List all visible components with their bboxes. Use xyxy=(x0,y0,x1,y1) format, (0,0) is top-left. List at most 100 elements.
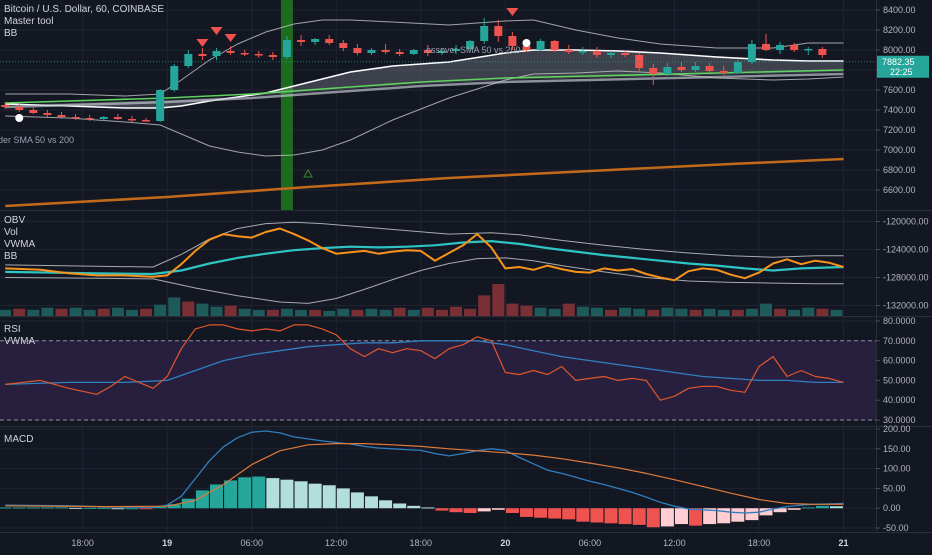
crossover-marker xyxy=(522,39,531,47)
macd-tick-label: 100.00 xyxy=(883,464,911,474)
macd-histogram-bar xyxy=(350,492,364,509)
volume-bar xyxy=(379,309,392,316)
sell-signal-marker xyxy=(224,34,237,42)
vol-label[interactable]: Vol xyxy=(4,227,18,238)
macd-histogram-bar xyxy=(238,477,252,509)
macd-histogram-bar xyxy=(646,508,660,528)
obv-tick-label: -124000.00 xyxy=(883,245,929,255)
obv-vwma-line xyxy=(5,240,844,276)
volume-bar xyxy=(393,307,406,316)
candle-body xyxy=(268,55,277,57)
volume-bar xyxy=(266,309,279,316)
volume-bar xyxy=(337,308,350,316)
candle-body xyxy=(85,118,94,120)
obv-bb-label[interactable]: BB xyxy=(4,251,18,262)
bb-lower-line xyxy=(5,70,844,157)
volume-bar xyxy=(520,305,533,316)
volume-bar xyxy=(605,309,618,316)
candle-body xyxy=(522,46,531,50)
macd-histogram-bar xyxy=(40,507,54,509)
volume-bar xyxy=(323,310,336,316)
volume-bar xyxy=(450,306,463,316)
macd-histogram-bar xyxy=(83,507,97,509)
volume-bar xyxy=(619,307,632,316)
candle-body xyxy=(649,68,658,74)
macd-histogram-bar xyxy=(55,507,69,509)
volume-bar xyxy=(506,303,519,316)
indicator-bb[interactable]: BB xyxy=(4,28,18,39)
volume-bar xyxy=(407,309,420,316)
macd-label[interactable]: MACD xyxy=(4,434,34,445)
candle-body xyxy=(409,50,418,54)
candle-body xyxy=(705,66,714,71)
volume-bar xyxy=(111,307,124,316)
macd-histogram-bar xyxy=(407,505,421,509)
candle-body xyxy=(212,51,221,56)
macd-histogram-bar xyxy=(308,483,322,509)
candle-body xyxy=(113,117,122,119)
rsi-vwma-label[interactable]: VWMA xyxy=(4,336,36,347)
macd-histogram-bar xyxy=(618,508,632,525)
macd-histogram-bar xyxy=(421,507,435,509)
candle-body xyxy=(325,39,334,43)
candle-body xyxy=(282,40,291,57)
indicator-master-tool[interactable]: Master tool xyxy=(4,16,54,27)
macd-histogram-bar xyxy=(548,508,562,519)
macd-histogram-bar xyxy=(829,506,843,509)
volume-bar xyxy=(703,308,716,316)
price-tick-label: 6600.00 xyxy=(883,185,916,195)
price-tick-label: 7600.00 xyxy=(883,85,916,95)
time-axis-bg xyxy=(0,533,932,550)
price-tick-label: 8200.00 xyxy=(883,25,916,35)
time-tick-label: 18:00 xyxy=(71,538,94,548)
macd-histogram-bar xyxy=(787,508,801,510)
candle-body xyxy=(437,51,446,53)
candle-body xyxy=(466,41,475,49)
volume-bar xyxy=(745,308,758,316)
candle-body xyxy=(71,117,80,119)
price-tick-label: 7200.00 xyxy=(883,125,916,135)
candle-body xyxy=(508,36,517,46)
volume-bar xyxy=(196,303,209,316)
candle-body xyxy=(621,53,630,55)
volume-bar xyxy=(351,309,364,316)
macd-histogram-bar xyxy=(815,505,829,509)
macd-histogram-bar xyxy=(224,480,238,509)
macd-histogram-bar xyxy=(759,508,773,516)
volume-bar xyxy=(590,307,603,316)
macd-histogram-bar xyxy=(449,508,463,513)
crossover-marker xyxy=(15,114,24,122)
rsi-tick-label: 50.0000 xyxy=(883,375,916,385)
macd-histogram-bar xyxy=(435,508,449,511)
macd-histogram-bar xyxy=(139,508,153,510)
chart-title: Bitcoin / U.S. Dollar, 60, COINBASE xyxy=(4,4,165,15)
volume-bar xyxy=(97,308,110,316)
time-tick-label: 06:00 xyxy=(240,538,263,548)
volume-bar xyxy=(731,309,744,316)
candle-body xyxy=(790,45,799,50)
candle-body xyxy=(762,44,771,50)
volume-bar xyxy=(562,303,575,316)
macd-histogram-bar xyxy=(519,508,533,517)
volume-bar xyxy=(309,309,322,316)
obv-label[interactable]: OBV xyxy=(4,215,26,226)
candle-body xyxy=(776,45,785,50)
obv-bb-lower-line xyxy=(5,257,844,304)
vwma-label[interactable]: VWMA xyxy=(4,239,36,250)
volume-bar xyxy=(421,307,434,316)
rsi-band xyxy=(0,340,876,421)
rsi-label[interactable]: RSI xyxy=(4,324,21,335)
macd-histogram-bar xyxy=(181,498,195,509)
volume-bar xyxy=(788,309,801,316)
volume-bar xyxy=(774,308,787,316)
time-tick-label: 06:00 xyxy=(579,538,602,548)
macd-signal-line xyxy=(5,443,844,508)
candle-body xyxy=(43,113,52,115)
price-badge-value: 7882.35 xyxy=(882,57,915,67)
volume-bar xyxy=(280,308,293,316)
sma-200-line xyxy=(5,157,844,208)
candle-body xyxy=(381,50,390,52)
candle-body xyxy=(198,54,207,56)
sell-signal-marker xyxy=(210,27,223,35)
